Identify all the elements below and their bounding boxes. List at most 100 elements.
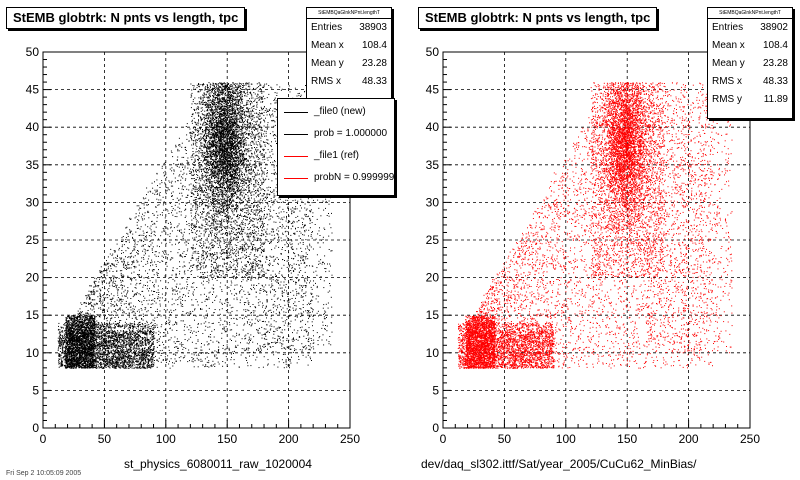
scatter-point (164, 183, 166, 185)
scatter-point (76, 366, 78, 368)
scatter-point (162, 214, 163, 216)
scatter-point (66, 326, 68, 327)
scatter-point (87, 366, 89, 368)
scatter-point (251, 101, 252, 103)
scatter-point (150, 360, 152, 362)
scatter-point (122, 335, 124, 337)
scatter-point (147, 347, 149, 349)
scatter-point (85, 348, 87, 350)
scatter-point (108, 352, 110, 354)
scatter-point (290, 223, 292, 225)
scatter-point (78, 349, 80, 351)
scatter-point (124, 339, 126, 341)
scatter-point (138, 330, 140, 332)
scatter-point (146, 338, 148, 340)
scatter-point (129, 337, 131, 339)
scatter-point (105, 348, 107, 350)
scatter-point (142, 361, 144, 363)
scatter-point (86, 327, 87, 329)
scatter-point (97, 326, 98, 328)
scatter-point (174, 280, 176, 282)
scatter-point (89, 319, 91, 321)
scatter-point (146, 250, 148, 252)
scatter-point (114, 324, 115, 326)
scatter-point (77, 359, 79, 361)
scatter-point (57, 340, 59, 342)
scatter-point (125, 361, 127, 362)
scatter-point (74, 350, 76, 352)
scatter-point (114, 342, 116, 344)
scatter-point (61, 342, 63, 344)
scatter-point (183, 294, 185, 295)
scatter-point (146, 349, 148, 351)
scatter-point (248, 134, 250, 136)
scatter-point (106, 322, 108, 324)
scatter-point (106, 362, 108, 364)
scatter-point (59, 343, 61, 345)
scatter-point (126, 361, 128, 363)
scatter-point (98, 356, 100, 358)
scatter-point (152, 335, 154, 337)
scatter-point (221, 123, 223, 125)
scatter-point (66, 348, 67, 350)
scatter-point (132, 328, 134, 329)
scatter-point (114, 334, 116, 336)
scatter-point (292, 266, 294, 268)
scatter-point (85, 339, 87, 341)
scatter-point (136, 360, 138, 362)
scatter-point (275, 221, 277, 223)
scatter-point (136, 325, 138, 327)
scatter-point (62, 330, 63, 332)
scatter-point (69, 360, 71, 362)
scatter-point (71, 341, 73, 343)
scatter-point (142, 332, 144, 333)
scatter-point (62, 350, 64, 352)
scatter-point (85, 322, 87, 324)
scatter-point (114, 359, 116, 361)
scatter-point (310, 211, 312, 213)
scatter-point (63, 333, 65, 335)
scatter-point (98, 335, 100, 337)
scatter-point (148, 342, 150, 343)
scatter-point (136, 338, 138, 340)
scatter-point (285, 359, 287, 361)
scatter-point (221, 291, 223, 292)
scatter-point (210, 134, 212, 135)
scatter-point (206, 295, 207, 297)
scatter-point (125, 326, 127, 328)
scatter-point (87, 332, 89, 334)
scatter-point (92, 363, 94, 365)
scatter-point (93, 322, 95, 324)
scatter-point (92, 324, 94, 326)
scatter-point (77, 362, 79, 364)
scatter-point (70, 329, 72, 331)
scatter-point (91, 323, 93, 325)
scatter-point (239, 167, 241, 169)
scatter-point (289, 359, 291, 361)
scatter-point (150, 325, 152, 327)
scatter-point (288, 266, 290, 268)
scatter-point (122, 362, 123, 364)
scatter-point (92, 345, 94, 347)
scatter-point (63, 347, 65, 349)
scatter-point (190, 259, 192, 261)
scatter-point (153, 285, 154, 287)
scatter-point (87, 330, 89, 331)
scatter-point (175, 321, 176, 323)
scatter-point (122, 349, 124, 351)
scatter-point (179, 254, 181, 256)
scatter-point (235, 345, 237, 347)
scatter-point (198, 359, 200, 361)
scatter-point (124, 361, 125, 363)
scatter-point (81, 317, 83, 319)
scatter-point (310, 343, 312, 345)
scatter-point (95, 367, 97, 369)
scatter-point (67, 356, 68, 358)
scatter-point (90, 354, 92, 355)
scatter-point (102, 299, 104, 301)
scatter-point (85, 343, 87, 345)
scatter-point (233, 195, 235, 197)
scatter-point (72, 337, 74, 339)
scatter-point (65, 338, 67, 340)
scatter-point (91, 293, 92, 295)
